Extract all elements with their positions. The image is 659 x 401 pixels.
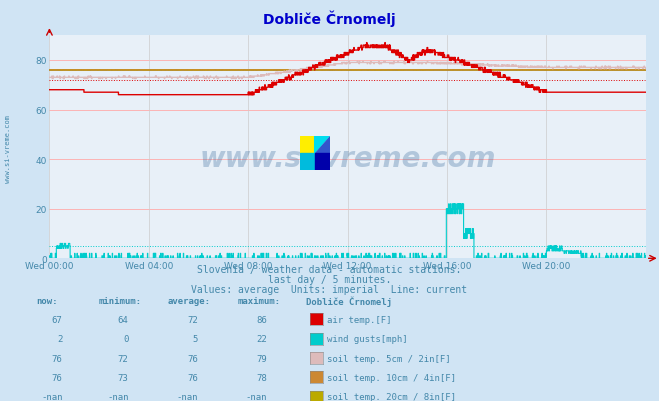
Text: 76: 76 [187,354,198,363]
Text: 79: 79 [256,354,267,363]
Text: -nan: -nan [41,392,63,401]
Text: soil temp. 5cm / 2in[F]: soil temp. 5cm / 2in[F] [327,354,451,363]
Text: wind gusts[mph]: wind gusts[mph] [327,334,407,343]
Text: Slovenia / weather data - automatic stations.: Slovenia / weather data - automatic stat… [197,265,462,275]
Polygon shape [315,136,330,154]
Text: Values: average  Units: imperial  Line: current: Values: average Units: imperial Line: cu… [191,285,468,295]
Text: 76: 76 [187,373,198,382]
Text: 78: 78 [256,373,267,382]
Text: air temp.[F]: air temp.[F] [327,315,391,324]
Bar [315,154,330,170]
Text: 67: 67 [52,315,63,324]
Text: 86: 86 [256,315,267,324]
Text: 64: 64 [118,315,129,324]
Polygon shape [315,136,330,154]
Text: -nan: -nan [245,392,267,401]
Bar [300,136,315,154]
Text: average:: average: [168,296,211,305]
Text: -nan: -nan [176,392,198,401]
Text: soil temp. 10cm / 4in[F]: soil temp. 10cm / 4in[F] [327,373,456,382]
Text: now:: now: [36,296,58,305]
Text: 72: 72 [187,315,198,324]
Text: www.si-vreme.com: www.si-vreme.com [5,114,11,182]
Text: 73: 73 [118,373,129,382]
Text: 76: 76 [52,354,63,363]
Text: 72: 72 [118,354,129,363]
Text: minimum:: minimum: [99,296,142,305]
Text: 0: 0 [123,334,129,343]
Text: maximum:: maximum: [237,296,280,305]
Text: -nan: -nan [107,392,129,401]
Text: Dobliče Črnomelj: Dobliče Črnomelj [263,10,396,26]
Text: 5: 5 [192,334,198,343]
Text: last day / 5 minutes.: last day / 5 minutes. [268,275,391,285]
Text: 76: 76 [52,373,63,382]
Text: Dobliče Črnomelj: Dobliče Črnomelj [306,296,393,306]
Text: 2: 2 [57,334,63,343]
Text: soil temp. 20cm / 8in[F]: soil temp. 20cm / 8in[F] [327,392,456,401]
Text: 22: 22 [256,334,267,343]
Text: www.si-vreme.com: www.si-vreme.com [200,144,496,172]
Bar [300,154,315,170]
